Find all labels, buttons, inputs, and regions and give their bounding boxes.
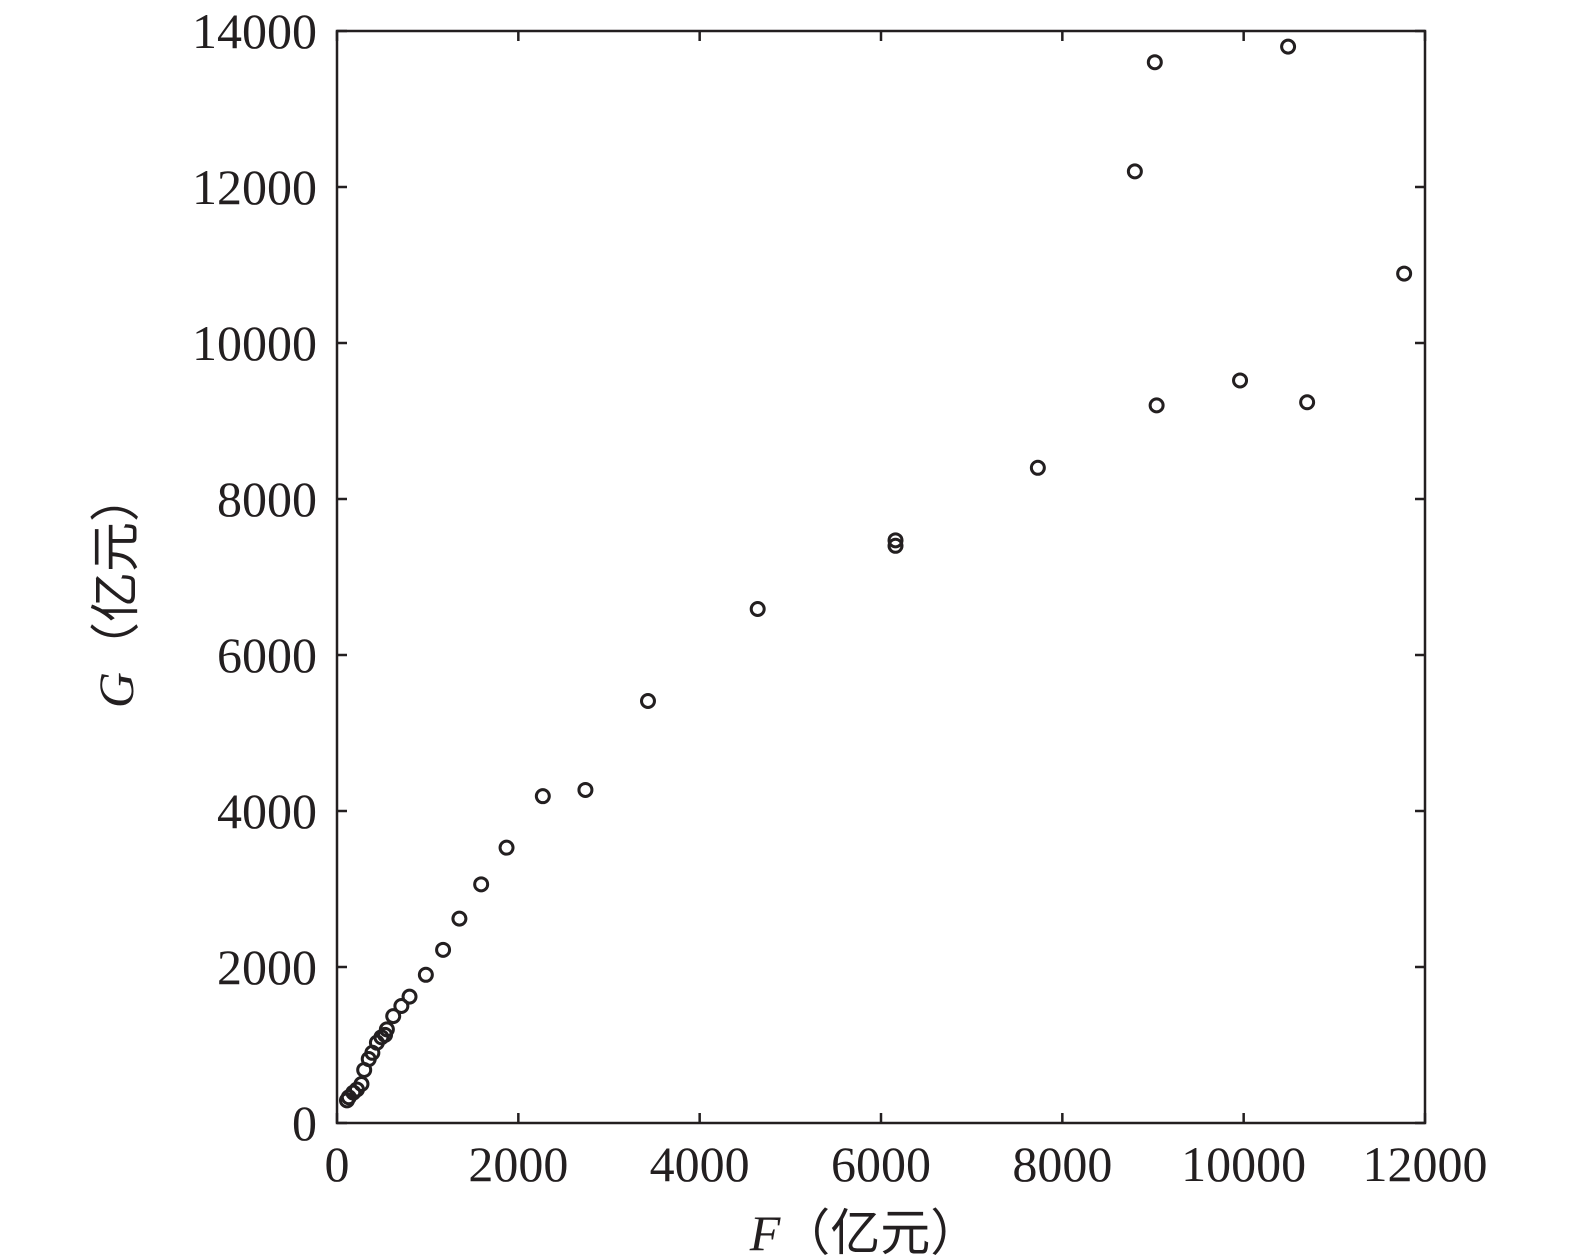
data-point — [1029, 459, 1046, 476]
data-point — [1232, 372, 1249, 389]
data-point — [534, 788, 551, 805]
data-point — [393, 998, 410, 1014]
y-tick-label: 10000 — [192, 315, 317, 371]
data-point — [1146, 54, 1163, 71]
data-point — [385, 1008, 402, 1025]
x-tick-label: 4000 — [650, 1136, 750, 1192]
data-points — [338, 38, 1413, 1109]
x-tick-label: 12000 — [1363, 1136, 1488, 1192]
data-point — [1126, 163, 1143, 180]
data-point — [353, 1076, 370, 1092]
data-point — [1280, 38, 1297, 55]
data-point — [1299, 394, 1316, 411]
y-axis-title-unit: （亿元） — [88, 472, 144, 672]
data-point — [639, 693, 656, 710]
y-tick-label: 6000 — [217, 627, 317, 683]
x-axis-title-var: F — [749, 1205, 781, 1260]
x-tick-label: 0 — [325, 1136, 350, 1192]
data-point — [378, 1021, 395, 1038]
y-tick-label: 2000 — [217, 939, 317, 995]
x-tick-label: 10000 — [1181, 1136, 1306, 1192]
y-tick-label: 14000 — [192, 3, 317, 59]
data-point — [1396, 265, 1413, 282]
x-axis-title: F（亿元） — [749, 1205, 981, 1260]
y-tick-label: 0 — [292, 1095, 317, 1151]
y-axis-ticks: 0 2000 4000 6000 8000 10000 12000 14000 — [192, 3, 1425, 1151]
y-tick-label: 4000 — [217, 783, 317, 839]
data-point — [887, 532, 904, 549]
plot-frame — [335, 29, 1427, 1125]
data-point — [435, 941, 452, 958]
data-point — [1148, 397, 1165, 414]
x-tick-label: 2000 — [468, 1136, 568, 1192]
data-point — [887, 537, 904, 554]
data-point — [451, 910, 468, 927]
y-axis-title-var: G — [88, 672, 144, 708]
x-tick-label: 6000 — [831, 1136, 931, 1192]
x-axis-title-unit: （亿元） — [780, 1205, 980, 1260]
data-point — [345, 1084, 362, 1101]
data-point — [749, 600, 766, 617]
x-tick-label: 8000 — [1012, 1136, 1112, 1192]
y-axis-title: G（亿元） — [88, 472, 144, 708]
x-axis-ticks: 0 2000 4000 6000 8000 10000 12000 — [325, 31, 1488, 1192]
data-point — [401, 988, 418, 1005]
y-tick-label: 8000 — [217, 471, 317, 527]
y-tick-label: 12000 — [192, 159, 317, 215]
data-point — [473, 876, 490, 893]
data-point — [498, 839, 515, 856]
data-point — [577, 781, 594, 798]
data-point — [417, 966, 434, 983]
